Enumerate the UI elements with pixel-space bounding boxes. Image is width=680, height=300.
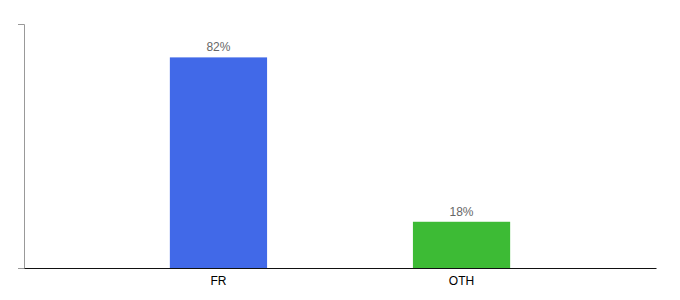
plot-area: FR OTH 82% 18% xyxy=(18,25,657,288)
data-label: 18% xyxy=(450,205,474,219)
bars xyxy=(170,57,510,268)
x-tick: OTH xyxy=(449,268,474,288)
data-labels: 82% 18% xyxy=(206,40,473,218)
x-tick-label: FR xyxy=(210,274,226,288)
x-tick: FR xyxy=(210,268,226,288)
bar xyxy=(413,222,510,268)
bar xyxy=(170,57,267,268)
data-label: 82% xyxy=(206,40,230,54)
x-axis-line xyxy=(25,268,657,269)
x-tick-label: OTH xyxy=(449,274,474,288)
chart-container: FR OTH 82% 18% xyxy=(0,0,680,300)
y-axis xyxy=(18,25,25,269)
x-axis: FR OTH xyxy=(25,268,657,288)
chart-svg: FR OTH 82% 18% xyxy=(0,0,680,300)
y-axis-line xyxy=(18,25,25,269)
